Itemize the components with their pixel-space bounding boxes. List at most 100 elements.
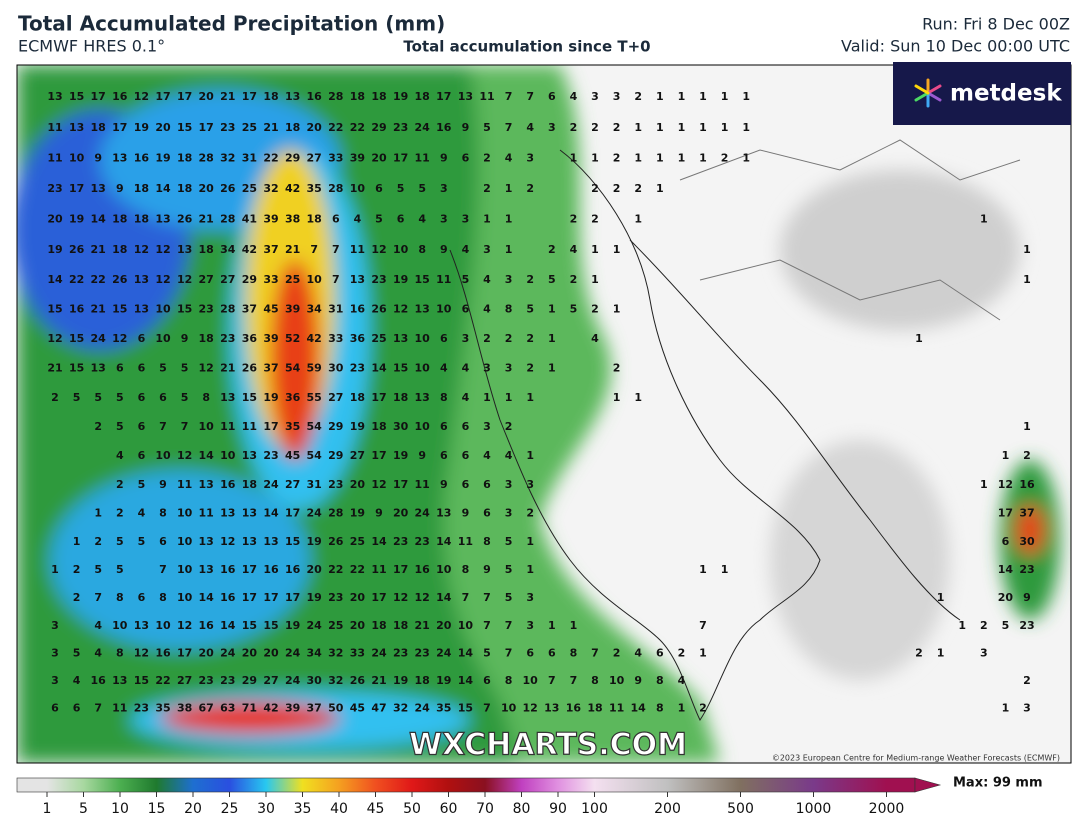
precip-label: 23 [199,303,214,316]
precip-label: 9 [159,478,167,491]
precip-label: 37 [263,243,278,256]
precip-label: 8 [656,674,664,687]
precip-label: 17 [91,90,106,103]
precip-label: 31 [307,478,322,491]
precip-label: 2 [526,332,534,345]
precip-label: 1 [742,90,750,103]
precip-label: 23 [350,362,365,375]
precip-label: 22 [328,121,343,134]
precip-label: 16 [199,619,215,632]
precip-label: 4 [462,391,470,404]
colorbar-tick-label: 30 [257,801,275,817]
precip-label: 54 [307,420,323,433]
precip-label: 9 [483,563,491,576]
precip-label: 3 [505,273,513,286]
precip-label: 23 [220,121,235,134]
precip-label: 7 [699,619,707,632]
precip-label: 35 [436,701,451,714]
precip-label: 13 [199,563,214,576]
precip-label: 6 [159,391,167,404]
precip-label: 4 [505,152,513,165]
precip-label: 18 [242,478,257,491]
precip-label: 17 [177,647,192,660]
precip-label: 17 [371,591,386,604]
precip-label: 12 [371,478,386,491]
precip-label: 5 [548,273,556,286]
precip-label: 27 [328,391,343,404]
precip-label: 20 [371,152,387,165]
precip-label: 3 [591,90,599,103]
precip-label: 16 [415,563,431,576]
precip-label: 24 [415,701,431,714]
precip-label: 12 [47,332,62,345]
precip-label: 8 [159,506,167,519]
precip-label: 13 [134,303,149,316]
precip-label: 1 [699,647,707,660]
precip-label: 15 [415,273,430,286]
precip-label: 5 [159,362,167,375]
precip-label: 5 [116,391,124,404]
colorbar [16,777,916,793]
precip-label: 3 [980,647,988,660]
precip-label: 1 [613,391,621,404]
precip-label: 6 [138,391,146,404]
colorbar-ticks: 1 5 10 15 20 25 30 35 40 45 50 60 70 80 90 100 200 500 100… [43,792,904,817]
precip-label: 15 [134,674,149,687]
precip-label: 39 [263,213,278,226]
precip-label: 9 [1023,591,1031,604]
precip-label: 7 [505,121,513,134]
precip-label: 2 [526,362,534,375]
precip-label: 2 [591,121,599,134]
precip-label: 10 [415,420,431,433]
precip-label: 10 [609,674,625,687]
colorbar-tick-label: 5 [79,801,88,817]
precip-label: 6 [462,152,470,165]
precip-label: 2 [116,506,124,519]
precip-label: 19 [285,619,300,632]
precip-label: 6 [138,420,146,433]
precip-label: 29 [242,273,257,286]
precip-label: 1 [634,213,642,226]
precip-label: 19 [436,674,451,687]
precip-label: 13 [436,506,451,519]
precip-label: 4 [483,273,491,286]
colorbar-tick-label: 60 [440,801,458,817]
precip-label: 1 [678,701,686,714]
precip-label: 18 [199,243,214,256]
precip-label: 19 [350,420,365,433]
precip-label: 2 [634,182,642,195]
precip-label: 2 [591,303,599,316]
precip-label: 3 [483,420,491,433]
precip-label: 1 [483,213,491,226]
precip-label: 34 [307,303,323,316]
precip-label: 27 [307,152,322,165]
precip-label: 2 [526,273,534,286]
precip-label: 10 [155,303,171,316]
precip-label: 19 [393,674,408,687]
precip-label: 3 [440,213,448,226]
precip-label: 2 [678,647,686,660]
colorbar-tick-label: 1000 [796,801,832,817]
precip-label: 23 [328,478,343,491]
precip-label: 47 [371,701,386,714]
precip-label: 12 [393,591,408,604]
precip-label: 1 [980,478,988,491]
precip-label: 7 [310,243,318,256]
precip-label: 33 [350,647,365,660]
precip-label: 32 [220,152,235,165]
precip-label: 1 [526,391,534,404]
precip-label: 21 [91,243,106,256]
precip-label: 4 [440,362,448,375]
copyright: ©2023 European Centre for Medium-range W… [772,754,1060,763]
precip-label: 2 [613,152,621,165]
precip-label: 15 [177,121,192,134]
precip-label: 9 [462,121,470,134]
precip-label: 18 [285,121,300,134]
precip-label: 2 [526,182,534,195]
precip-label: 22 [350,121,365,134]
map-labels: 13 15 17 16 12 17 17 20 21 17 18 13 16 28 18 18 19 18 17 13… [47,90,1035,714]
precip-label: 24 [307,506,323,519]
precip-label: 9 [418,449,426,462]
precip-label: 10 [177,535,193,548]
precip-label: 13 [242,506,257,519]
